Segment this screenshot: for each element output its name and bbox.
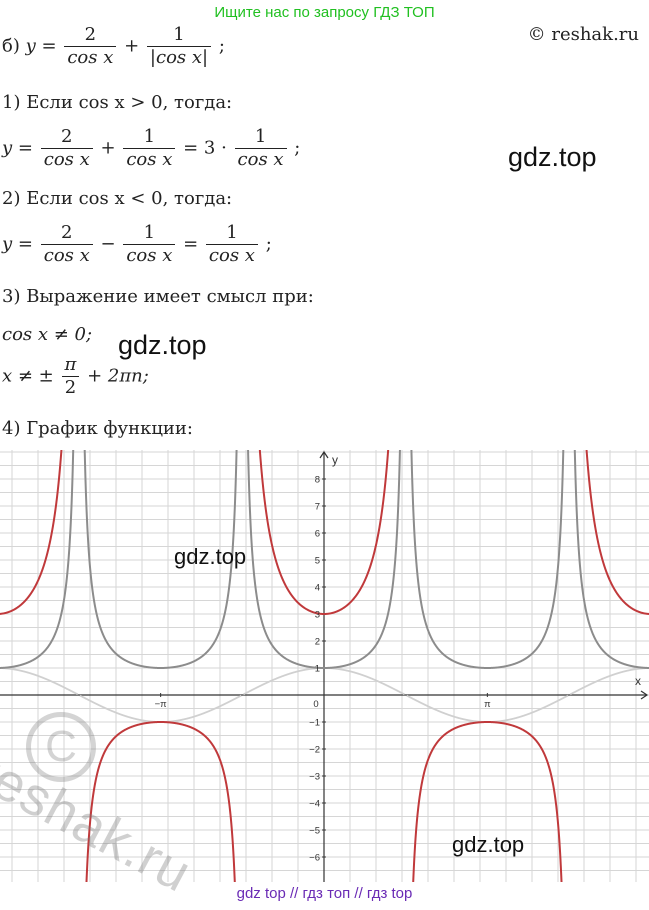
y-tick-label: 2 bbox=[315, 637, 320, 648]
y-var: y bbox=[25, 35, 36, 57]
y-tick-label: 5 bbox=[315, 556, 320, 567]
fraction: 1 |cos x| bbox=[146, 24, 212, 69]
tick-labels: x y −6 −5 −4 −3 −2 −1 1 2 3 4 5 6 7 8 −π 0 π bbox=[155, 453, 641, 864]
denominator: cos x bbox=[64, 46, 117, 69]
numerator: 2 bbox=[61, 222, 73, 243]
watermark-gdz: gdz.top bbox=[118, 330, 207, 360]
eq-sign: = bbox=[17, 233, 33, 255]
watermark-gdz: gdz.top bbox=[174, 544, 247, 569]
denominator: cos x bbox=[123, 148, 176, 171]
denominator: cos x bbox=[234, 148, 287, 171]
semicolon: ; bbox=[294, 137, 301, 159]
y-tick-label: −1 bbox=[309, 718, 320, 729]
denominator: cos x bbox=[40, 244, 93, 267]
y-tick-label: 4 bbox=[315, 583, 320, 594]
numerator: π bbox=[64, 354, 77, 375]
numerator: 1 bbox=[143, 126, 156, 147]
condition-x-suffix: + 2πn; bbox=[87, 365, 149, 387]
x-tick-label: 0 bbox=[313, 699, 318, 710]
x-tick-label: π bbox=[484, 699, 491, 710]
x-axis-label: x bbox=[635, 674, 641, 688]
case4-label: 4) График функции: bbox=[2, 418, 193, 439]
y-axis-arrow bbox=[319, 450, 329, 459]
part-b-formula: б) y = 2 cos x + 1 |cos x| ; bbox=[2, 24, 225, 69]
y-var: y bbox=[2, 137, 13, 159]
function-curve bbox=[0, 450, 649, 882]
fraction: 1 cos x bbox=[205, 222, 258, 267]
semicolon: ; bbox=[265, 233, 272, 255]
x-axis-arrow bbox=[640, 690, 649, 700]
watermark-gdz: gdz.top bbox=[452, 832, 525, 857]
reshak-copyright-icon: C bbox=[26, 712, 96, 782]
copyright: © reshak.ru bbox=[527, 24, 639, 45]
case1-label: 1) Если cos x > 0, тогда: bbox=[2, 92, 233, 113]
fraction: 2 cos x bbox=[40, 126, 93, 171]
operator: − bbox=[100, 233, 116, 255]
function-graph: x y −6 −5 −4 −3 −2 −1 1 2 3 4 5 6 7 8 −π 0 π bbox=[0, 450, 649, 882]
x-tick-label: −π bbox=[155, 699, 168, 710]
denominator: 2 bbox=[61, 376, 80, 399]
case3-label: 3) Выражение имеет смысл при: bbox=[2, 286, 314, 307]
denominator: cos x bbox=[40, 148, 93, 171]
y-tick-label: 6 bbox=[315, 529, 320, 540]
eq-sign: = bbox=[183, 233, 199, 255]
curves bbox=[0, 450, 649, 882]
condition-cos: cos x ≠ 0; bbox=[2, 324, 93, 345]
y-tick-label: −6 bbox=[309, 853, 320, 864]
eq-sign: = bbox=[41, 35, 57, 57]
y-var: y bbox=[2, 233, 13, 255]
eq-times: = 3 · bbox=[183, 137, 227, 159]
case2-label: 2) Если cos x < 0, тогда: bbox=[2, 188, 233, 209]
operator: + bbox=[100, 137, 116, 159]
numerator: 2 bbox=[61, 126, 73, 147]
numerator: 1 bbox=[173, 24, 185, 45]
denominator: |cos x| bbox=[146, 46, 212, 69]
semicolon: ; bbox=[218, 35, 225, 57]
part-b-prefix: б) bbox=[2, 35, 20, 57]
fraction: 2 cos x bbox=[40, 222, 93, 267]
y-tick-label: 8 bbox=[315, 475, 320, 486]
denominator: cos x bbox=[205, 244, 258, 267]
top-banner[interactable]: Ищите нас по запросу ГДЗ ТОП bbox=[214, 4, 435, 21]
fraction: 1 cos x bbox=[123, 126, 176, 171]
plus-sign: + bbox=[124, 35, 140, 57]
numerator: 1 bbox=[143, 222, 156, 243]
fraction: 1 cos x bbox=[234, 126, 287, 171]
condition-x-prefix: x ≠ ± bbox=[2, 365, 54, 387]
numerator: 1 bbox=[226, 222, 238, 243]
fraction: 2 cos x bbox=[64, 24, 117, 69]
y-tick-label: 7 bbox=[315, 502, 320, 513]
case1-formula: y = 2 cos x + 1 cos x = 3 · 1 cos x ; bbox=[2, 126, 300, 171]
y-tick-label: 1 bbox=[315, 664, 320, 675]
y-tick-label: −5 bbox=[309, 826, 320, 837]
watermark-gdz: gdz.top bbox=[508, 142, 597, 172]
denominator: cos x bbox=[123, 244, 176, 267]
y-tick-label: −3 bbox=[309, 772, 320, 783]
numerator: 1 bbox=[254, 126, 267, 147]
case2-formula: y = 2 cos x − 1 cos x = 1 cos x ; bbox=[2, 222, 272, 267]
secant-abs-curve bbox=[0, 450, 649, 669]
numerator: 2 bbox=[84, 24, 97, 45]
fraction: 1 cos x bbox=[123, 222, 176, 267]
y-tick-label: −2 bbox=[309, 745, 320, 756]
bottom-banner[interactable]: gdz top // гдз топ // гдз top bbox=[236, 885, 413, 902]
y-tick-label: −4 bbox=[309, 799, 320, 810]
y-axis-label: y bbox=[332, 453, 338, 467]
y-tick-label: 3 bbox=[315, 610, 320, 621]
eq-sign: = bbox=[17, 137, 33, 159]
